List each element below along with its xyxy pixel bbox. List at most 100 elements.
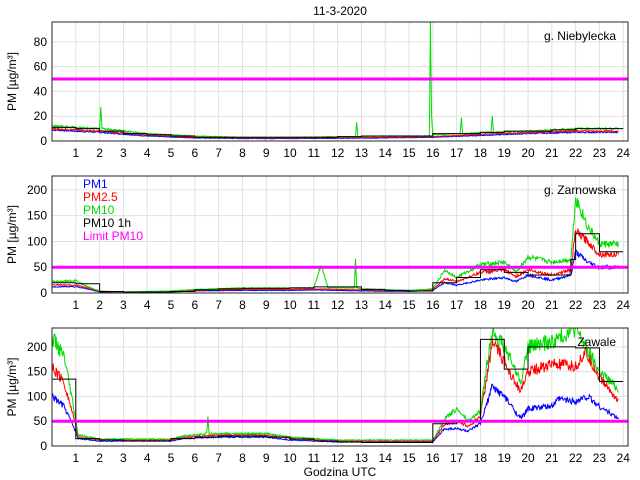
x-tick-label: 24 [617, 146, 631, 160]
y-tick-label: 0 [40, 134, 47, 148]
figure-title: 11-3-2020 [313, 4, 367, 18]
plot-frame [51, 327, 629, 447]
x-tick-label: 11 [308, 298, 321, 312]
y-axis-label: PM [µg/m³] [5, 358, 19, 417]
legend-entry: PM10 1h [83, 216, 131, 230]
x-tick-label: 20 [521, 298, 535, 312]
x-tick-label: 6 [191, 451, 198, 465]
x-tick-label: 14 [379, 451, 393, 465]
series-pm10-1h [52, 233, 624, 293]
x-tick-label: 13 [355, 298, 369, 312]
x-tick-label: 19 [498, 451, 512, 465]
x-tick-label: 23 [593, 451, 607, 465]
x-tick-label: 23 [593, 298, 607, 312]
plot-frame [51, 21, 629, 142]
x-tick-label: 4 [144, 146, 151, 160]
x-tick-label: 1 [72, 451, 79, 465]
y-tick-label: 200 [27, 340, 47, 354]
x-tick-label: 20 [521, 146, 535, 160]
x-tick-label: 4 [144, 451, 151, 465]
x-tick-label: 7 [215, 298, 222, 312]
x-tick-label: 10 [283, 146, 297, 160]
x-tick-label: 2 [96, 451, 103, 465]
series-pm10 [52, 328, 619, 442]
y-tick-label: 100 [27, 389, 47, 403]
y-axis-label: PM [µg/m³] [5, 52, 19, 111]
x-tick-label: 18 [474, 298, 488, 312]
x-tick-label: 10 [283, 298, 297, 312]
x-tick-label: 17 [450, 298, 464, 312]
y-tick-label: 60 [34, 60, 48, 74]
legend-entry: PM1 [83, 177, 108, 191]
x-tick-label: 17 [450, 146, 464, 160]
station-label: g. Zarnowska [544, 183, 616, 197]
x-tick-label: 7 [215, 451, 222, 465]
x-tick-label: 1 [72, 298, 79, 312]
x-tick-label: 1 [72, 146, 79, 160]
x-tick-label: 5 [168, 146, 175, 160]
x-tick-label: 5 [168, 451, 175, 465]
y-tick-label: 200 [27, 183, 47, 197]
x-tick-label: 15 [402, 298, 416, 312]
x-tick-label: 24 [617, 451, 631, 465]
x-tick-label: 14 [379, 146, 393, 160]
x-tick-label: 21 [545, 298, 559, 312]
x-tick-label: 19 [498, 146, 512, 160]
x-axis-label: Godzina UTC [304, 465, 377, 479]
x-tick-label: 16 [426, 451, 440, 465]
series-pm2-5 [52, 337, 619, 443]
y-axis-label: PM [µg/m³] [5, 205, 19, 264]
x-tick-label: 3 [120, 451, 127, 465]
panel-1: 1 2 3 4 5 6 7 8 9 10 11 12 13 14 15 16 17 18 19 20 21 22 23 240… [5, 21, 631, 160]
y-tick-label: 40 [34, 84, 48, 98]
x-tick-label: 19 [498, 298, 512, 312]
x-tick-label: 2 [96, 298, 103, 312]
x-tick-label: 18 [474, 146, 488, 160]
series-pm10 [52, 197, 619, 293]
x-tick-label: 13 [355, 451, 369, 465]
x-tick-label: 21 [545, 146, 559, 160]
x-tick-label: 20 [521, 451, 535, 465]
x-tick-label: 9 [263, 146, 270, 160]
x-tick-label: 21 [545, 451, 559, 465]
y-tick-label: 150 [27, 365, 47, 379]
series-pm1 [52, 128, 619, 140]
x-tick-label: 24 [617, 298, 631, 312]
x-tick-label: 11 [308, 451, 321, 465]
x-tick-label: 9 [263, 298, 270, 312]
x-tick-label: 22 [569, 146, 583, 160]
legend-entry: Limit PM10 [83, 229, 143, 243]
series-pm10-1h [52, 126, 624, 138]
x-tick-label: 16 [426, 298, 440, 312]
x-tick-label: 17 [450, 451, 464, 465]
x-tick-label: 8 [239, 146, 246, 160]
y-tick-label: 20 [34, 109, 48, 123]
series-pm10-1h [52, 338, 624, 444]
y-tick-label: 50 [34, 260, 48, 274]
x-tick-label: 15 [402, 146, 416, 160]
y-tick-label: 150 [27, 209, 47, 223]
x-tick-label: 15 [402, 451, 416, 465]
x-tick-label: 16 [426, 146, 440, 160]
station-label: Zawale [577, 335, 616, 349]
plot-frame [51, 175, 629, 294]
x-tick-label: 22 [569, 298, 583, 312]
x-tick-label: 18 [474, 451, 488, 465]
x-tick-label: 4 [144, 298, 151, 312]
y-tick-label: 50 [34, 414, 48, 428]
x-tick-label: 3 [120, 146, 127, 160]
y-tick-label: 100 [27, 234, 47, 248]
x-tick-label: 23 [593, 146, 607, 160]
x-tick-label: 9 [263, 451, 270, 465]
legend-entry: PM10 [83, 203, 115, 217]
station-label: g. Niebylecka [544, 29, 616, 43]
panel-2: 1 2 3 4 5 6 7 8 9 10 11 12 13 14 15 16 17 18 19 20 21 22 23 240… [5, 175, 631, 312]
x-tick-label: 12 [331, 146, 345, 160]
x-tick-label: 6 [191, 298, 198, 312]
x-tick-label: 6 [191, 146, 198, 160]
x-tick-label: 8 [239, 298, 246, 312]
x-tick-label: 10 [283, 451, 297, 465]
x-tick-label: 13 [355, 146, 369, 160]
x-tick-label: 14 [379, 298, 393, 312]
